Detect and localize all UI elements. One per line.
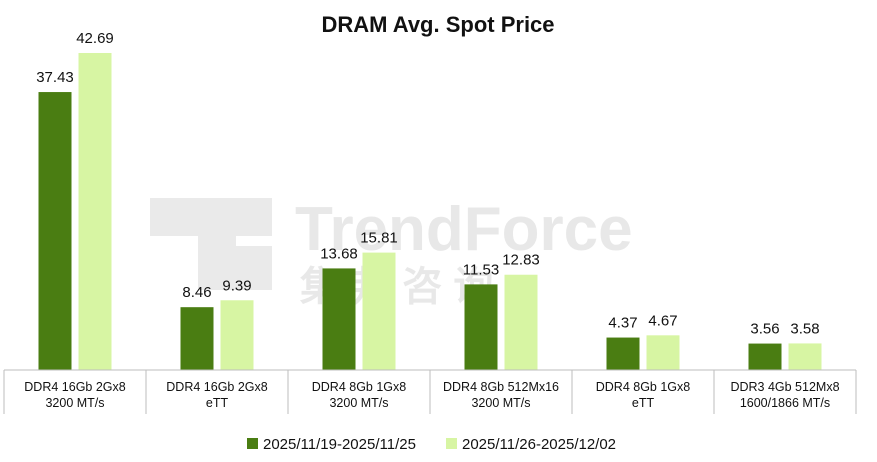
data-label-2-1: 42.69	[76, 30, 114, 47]
data-label-1-1: 37.43	[36, 69, 74, 86]
data-label-1-4: 11.53	[463, 261, 499, 278]
watermark-logo	[150, 198, 272, 290]
bar-2-5	[646, 335, 680, 370]
watermark-brand: TrendForce	[295, 195, 633, 264]
category-label-6-line-2: 1600/1866 MT/s	[740, 396, 830, 410]
legend: 2025/11/19-2025/11/25 2025/11/26-2025/12/…	[247, 436, 616, 453]
category-label-5-line-2: eTT	[632, 396, 655, 410]
category-label-4-line-1: DDR4 8Gb 512Mx16	[443, 380, 559, 394]
category-label-3-line-2: 3200 MT/s	[329, 396, 388, 410]
category-label-1-line-2: 3200 MT/s	[45, 396, 104, 410]
category-label-6-line-1: DDR3 4Gb 512Mx8	[730, 380, 839, 394]
bar-2-1	[78, 53, 112, 370]
data-label-2-3: 15.81	[360, 230, 398, 247]
legend-label-1: 2025/11/19-2025/11/25	[263, 436, 416, 453]
bar-1-4	[464, 284, 498, 370]
bar-1-1	[38, 92, 72, 371]
legend-swatch-1	[247, 438, 258, 449]
legend-label-2: 2025/11/26-2025/12/02	[462, 436, 616, 453]
bar-1-6	[748, 343, 782, 370]
data-label-1-2: 8.46	[182, 284, 211, 301]
data-label-2-2: 9.39	[222, 277, 251, 294]
category-label-3-line-1: DDR4 8Gb 1Gx8	[312, 380, 407, 394]
data-label-2-5: 4.67	[648, 312, 677, 329]
bar-1-2	[180, 307, 214, 370]
bar-2-6	[788, 343, 822, 370]
legend-swatch-2	[446, 438, 457, 449]
category-label-2-line-1: DDR4 16Gb 2Gx8	[166, 380, 267, 394]
data-label-2-4: 12.83	[502, 252, 540, 269]
bar-2-3	[362, 252, 396, 370]
data-label-1-6: 3.56	[750, 321, 779, 338]
bar-1-3	[322, 268, 356, 370]
category-label-4-line-2: 3200 MT/s	[471, 396, 530, 410]
data-label-1-3: 13.68	[320, 245, 358, 262]
bar-2-2	[220, 300, 254, 370]
bar-2-4	[504, 274, 538, 370]
category-label-5-line-1: DDR4 8Gb 1Gx8	[596, 380, 691, 394]
category-labels: DDR4 16Gb 2Gx8 3200 MT/s DDR4 16Gb 2Gx8 eTT…	[3, 370, 857, 414]
data-label-2-6: 3.58	[790, 320, 819, 337]
data-label-1-5: 4.37	[608, 315, 637, 332]
chart-title: DRAM Avg. Spot Price	[321, 12, 554, 37]
category-label-2-line-2: eTT	[206, 396, 229, 410]
category-label-1-line-1: DDR4 16Gb 2Gx8	[24, 380, 125, 394]
bar-1-5	[606, 337, 640, 370]
